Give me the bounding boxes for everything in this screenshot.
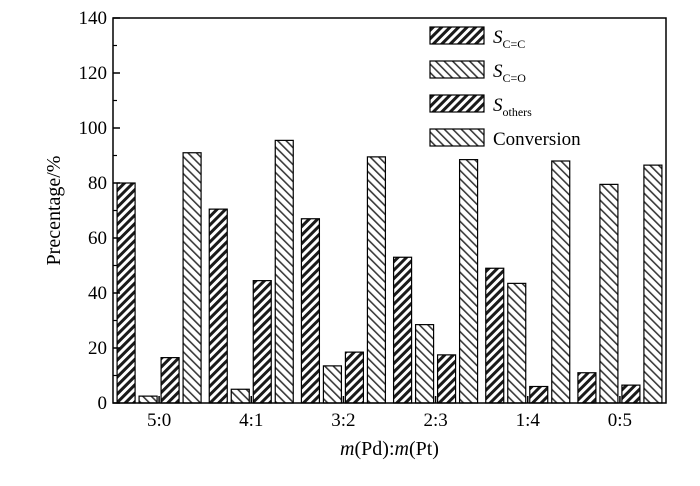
y-axis-title: Precentage/% <box>43 156 65 266</box>
bar-s-cc-4-1 <box>208 208 228 404</box>
y-tick-label: 60 <box>88 228 107 249</box>
bar-s-others-1-4 <box>529 385 549 404</box>
bar-s-others-4-1 <box>252 280 272 404</box>
x-axis-title-part: m <box>395 438 409 460</box>
bar-s-co-1-4 <box>507 282 527 404</box>
legend-label: SC=C <box>493 27 525 51</box>
legend-label: SC=O <box>493 61 526 85</box>
y-tick-label: 80 <box>88 173 107 194</box>
x-axis-title-part: (Pd): <box>355 438 395 460</box>
legend-label-main: S <box>493 61 503 82</box>
y-tick-label: 100 <box>79 118 108 139</box>
x-axis-title-part: (Pt) <box>409 438 439 460</box>
legend-swatch <box>429 60 485 79</box>
x-tick-label: 5:0 <box>147 410 171 431</box>
legend-swatch <box>429 128 485 147</box>
x-tick-label: 1:4 <box>516 410 541 431</box>
bar-conversion-0-5 <box>643 164 663 404</box>
bar-s-cc-0-5 <box>577 372 597 404</box>
y-tick-label: 0 <box>98 393 108 414</box>
bar-conversion-4-1 <box>274 139 294 404</box>
bar-s-co-3-2 <box>322 365 343 404</box>
bar-s-co-2-3 <box>414 324 435 404</box>
y-tick-label: 140 <box>79 8 108 29</box>
legend-label-sub: C=C <box>503 37 526 51</box>
x-tick-label: 4:1 <box>239 410 263 431</box>
legend-label: Sothers <box>493 95 532 119</box>
legend-label-main: S <box>493 27 503 48</box>
x-axis-title-part: m <box>340 438 354 460</box>
bar-s-cc-3-2 <box>300 218 321 404</box>
bar-s-others-2-3 <box>436 354 457 404</box>
bar-s-others-3-2 <box>344 351 365 404</box>
bar-s-co-5-0 <box>138 395 158 404</box>
bar-conversion-3-2 <box>366 156 387 404</box>
y-tick-label: 20 <box>88 338 107 359</box>
bar-conversion-5-0 <box>182 152 202 404</box>
legend-label-sub: C=O <box>503 71 527 85</box>
legend-label-main: S <box>493 95 503 116</box>
x-tick-label: 0:5 <box>608 410 632 431</box>
x-tick-label: 3:2 <box>331 410 355 431</box>
legend-label: Conversion <box>493 129 581 150</box>
y-tick-label: 40 <box>88 283 107 304</box>
bar-conversion-1-4 <box>551 160 571 404</box>
y-axis-ticks: 0 20 40 60 80 100 120 140 <box>79 8 120 414</box>
bar-s-others-0-5 <box>621 384 641 404</box>
legend-swatch <box>429 26 485 45</box>
bar-s-co-0-5 <box>599 183 619 404</box>
bar-s-cc-1-4 <box>485 267 505 404</box>
x-tick-label: 2:3 <box>423 410 447 431</box>
legend-label-sub: others <box>503 105 533 119</box>
x-axis-ticks: 5:0 4:1 3:2 2:3 1:4 0:5 <box>147 396 632 431</box>
y-tick-label: 120 <box>79 63 108 84</box>
bar-s-others-5-0 <box>160 357 180 404</box>
legend-swatch <box>429 94 485 113</box>
x-axis-title: m(Pd):m(Pt) <box>340 438 439 460</box>
legend-label-main: Conversion <box>493 129 581 150</box>
bars-layer <box>116 139 663 404</box>
bar-s-cc-2-3 <box>392 256 413 404</box>
bar-s-co-4-1 <box>230 388 250 404</box>
bar-conversion-2-3 <box>458 159 479 404</box>
